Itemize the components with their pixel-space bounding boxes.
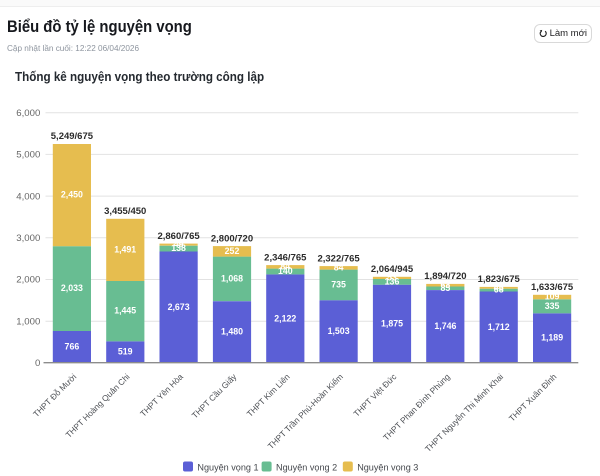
- svg-text:1,712: 1,712: [488, 322, 510, 332]
- svg-text:THPT Xuân Đỉnh: THPT Xuân Đỉnh: [507, 371, 559, 423]
- svg-text:1,491: 1,491: [114, 245, 136, 255]
- svg-text:2,346/765: 2,346/765: [264, 252, 307, 263]
- svg-text:53: 53: [387, 273, 397, 283]
- svg-text:766: 766: [65, 342, 80, 352]
- svg-text:1,000: 1,000: [16, 316, 40, 327]
- svg-text:2,322/765: 2,322/765: [317, 253, 360, 264]
- svg-text:5,000: 5,000: [16, 150, 40, 161]
- svg-text:3,000: 3,000: [16, 233, 40, 244]
- svg-text:1,823/675: 1,823/675: [478, 274, 521, 285]
- svg-text:THPT Yên Hòa: THPT Yên Hòa: [138, 371, 185, 418]
- svg-text:1,894/720: 1,894/720: [424, 271, 466, 282]
- svg-text:0: 0: [35, 358, 40, 369]
- svg-text:Nguyện vọng 3: Nguyện vọng 3: [357, 462, 418, 472]
- svg-text:1,189: 1,189: [541, 333, 563, 343]
- svg-text:2,033: 2,033: [61, 283, 83, 293]
- svg-text:2,800/720: 2,800/720: [211, 233, 253, 244]
- svg-text:1,746: 1,746: [434, 321, 456, 331]
- svg-text:2,860/765: 2,860/765: [157, 231, 200, 242]
- svg-text:735: 735: [331, 280, 346, 290]
- svg-text:Nguyện vọng 1: Nguyện vọng 1: [197, 462, 258, 472]
- svg-text:THPT Cầu Giấy: THPT Cầu Giấy: [190, 371, 239, 420]
- svg-text:519: 519: [118, 347, 133, 357]
- svg-text:63: 63: [441, 280, 451, 290]
- svg-text:109: 109: [545, 292, 560, 302]
- svg-text:138: 138: [171, 243, 186, 253]
- svg-text:THPT Đỗ Mười: THPT Đỗ Mười: [31, 372, 78, 419]
- svg-text:1,503: 1,503: [328, 326, 350, 336]
- svg-text:2,000: 2,000: [16, 275, 40, 286]
- svg-text:4,000: 4,000: [16, 191, 40, 202]
- svg-text:1,480: 1,480: [221, 327, 243, 337]
- svg-text:140: 140: [278, 266, 293, 276]
- svg-text:335: 335: [545, 301, 560, 311]
- svg-text:1,875: 1,875: [381, 318, 403, 328]
- svg-text:2,122: 2,122: [274, 313, 296, 323]
- svg-text:1,633/675: 1,633/675: [531, 282, 574, 293]
- svg-text:43: 43: [494, 282, 504, 292]
- svg-text:Nguyện vọng 2: Nguyện vọng 2: [276, 462, 337, 472]
- svg-text:136: 136: [385, 277, 400, 287]
- svg-text:85: 85: [441, 283, 451, 293]
- svg-text:1,068: 1,068: [221, 274, 243, 284]
- svg-text:THPT Kim Liên: THPT Kim Liên: [245, 371, 292, 418]
- svg-text:6,000: 6,000: [16, 108, 40, 119]
- svg-text:3,455/450: 3,455/450: [104, 206, 146, 217]
- svg-text:49: 49: [174, 239, 184, 249]
- svg-text:2,450: 2,450: [61, 190, 83, 200]
- svg-text:THPT Việt Đức: THPT Việt Đức: [351, 372, 398, 419]
- svg-text:252: 252: [225, 246, 240, 256]
- svg-text:2,673: 2,673: [168, 302, 190, 312]
- svg-text:2,064/945: 2,064/945: [371, 264, 414, 275]
- svg-text:84: 84: [334, 262, 344, 272]
- svg-text:1,445: 1,445: [114, 306, 136, 316]
- svg-text:84: 84: [280, 261, 290, 271]
- svg-text:5,249/675: 5,249/675: [51, 131, 94, 142]
- svg-text:68: 68: [494, 285, 504, 295]
